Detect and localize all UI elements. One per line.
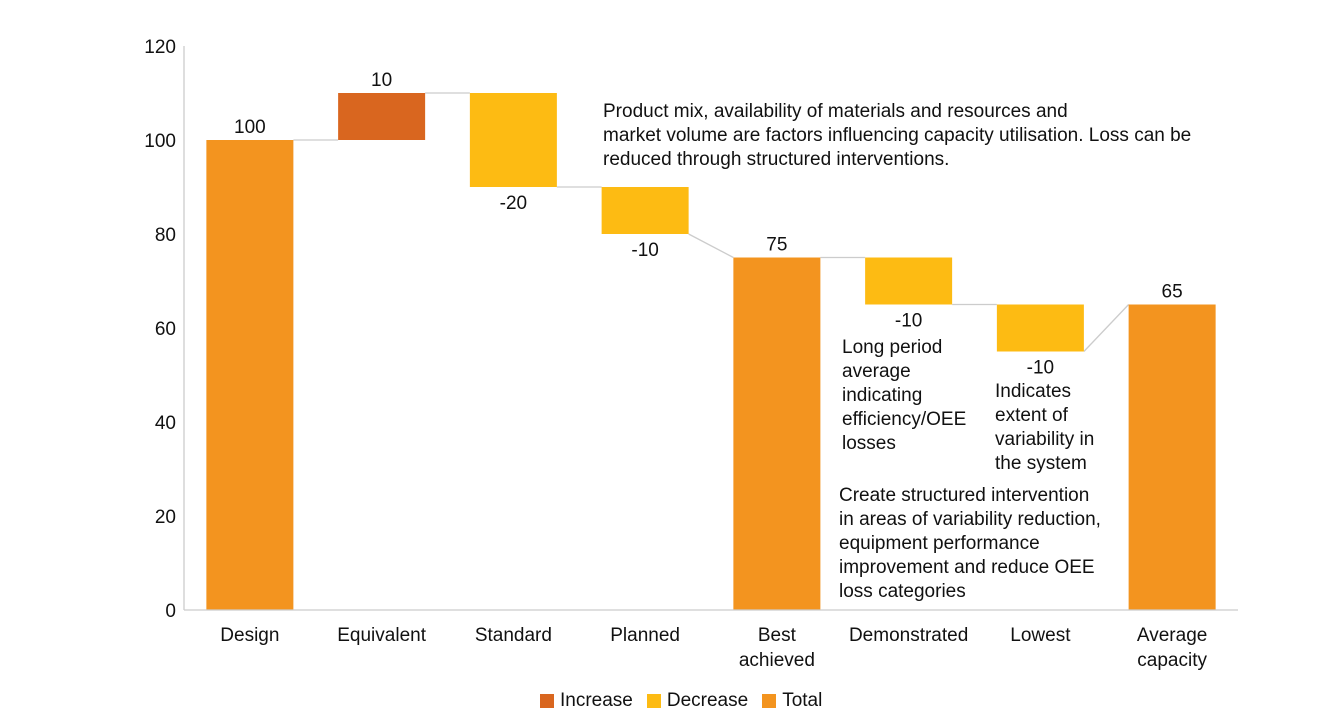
bar-decrease xyxy=(601,187,689,234)
bar-total xyxy=(206,140,294,610)
annotation-line: Product mix, availability of materials a… xyxy=(603,101,1068,122)
legend-item-decrease: Decrease xyxy=(646,690,749,712)
legend-label-decrease: Decrease xyxy=(666,690,749,711)
annotation-line: losses xyxy=(842,433,896,454)
value-label: 100 xyxy=(234,117,266,138)
y-tick-label: 60 xyxy=(155,319,176,340)
annotation-line: efficiency/OEE xyxy=(842,409,967,430)
value-label: -10 xyxy=(895,311,922,332)
x-category-label: Average xyxy=(1137,625,1207,646)
bar-total xyxy=(733,257,821,610)
bar-decrease xyxy=(469,93,557,187)
y-tick-label: 0 xyxy=(165,601,176,622)
annotation-line: Indicates xyxy=(995,381,1072,402)
x-category-label: capacity xyxy=(1137,650,1207,671)
y-tick-label: 40 xyxy=(155,413,176,434)
annotation-line: in areas of variability reduction, xyxy=(839,509,1101,530)
y-tick-label: 120 xyxy=(144,37,176,58)
chart-legend: Increase Decrease Total xyxy=(540,690,822,712)
bar-total xyxy=(1128,304,1216,610)
y-tick-label: 100 xyxy=(144,131,176,152)
y-tick-label: 80 xyxy=(155,225,176,246)
value-label: 10 xyxy=(371,70,392,91)
connector-line xyxy=(1083,304,1130,352)
annotation-line: reduced through structured interventions… xyxy=(603,149,950,170)
value-label: -20 xyxy=(500,193,527,214)
bar-decrease xyxy=(996,304,1084,352)
y-axis-ticks: 0 20 40 60 80 100 120 xyxy=(144,37,176,622)
annotation-line: variability in xyxy=(995,429,1095,450)
legend-swatch-total xyxy=(762,694,777,708)
x-category-label: Equivalent xyxy=(337,625,426,646)
legend-swatch-increase xyxy=(540,694,554,708)
annotation-line: loss categories xyxy=(839,581,966,602)
annotation-line: improvement and reduce OEE xyxy=(839,557,1095,578)
bar-increase xyxy=(338,93,426,140)
x-axis-labels: Design Equivalent Standard Planned Best achie… xyxy=(220,625,1207,671)
x-category-label: Lowest xyxy=(1010,625,1071,646)
value-labels: 100 10 -20 -10 75 -10 -10 65 xyxy=(234,70,1183,379)
legend-swatch-decrease xyxy=(646,694,661,708)
y-tick-label: 20 xyxy=(155,507,176,528)
annotation-mix-factors: Product mix, availability of materials a… xyxy=(603,100,1191,172)
annotation-line: extent of xyxy=(995,405,1068,426)
x-category-label: Standard xyxy=(475,625,552,646)
connector-line xyxy=(688,233,734,259)
annotation-intervention: Create structured intervention in areas … xyxy=(839,484,1101,604)
annotation-line: Long period xyxy=(842,337,943,358)
annotation-line: average xyxy=(842,361,911,382)
bars xyxy=(206,93,1216,610)
value-label: 75 xyxy=(766,235,787,256)
x-category-label: achieved xyxy=(739,650,815,671)
x-category-label: Planned xyxy=(610,625,680,646)
annotation-line: the system xyxy=(995,453,1087,474)
annotation-lowest: Indicates extent of variability in the s… xyxy=(995,380,1094,476)
annotation-line: Create structured intervention xyxy=(839,485,1090,506)
legend-label-increase: Increase xyxy=(560,690,633,711)
legend-item-increase: Increase xyxy=(540,690,633,712)
axes xyxy=(183,46,1238,611)
value-label: 65 xyxy=(1162,282,1183,303)
connector-lines xyxy=(293,92,1130,352)
x-category-label: Best xyxy=(758,625,797,646)
annotation-line: equipment performance xyxy=(839,533,1040,554)
annotation-line: indicating xyxy=(842,385,923,406)
value-label: -10 xyxy=(1027,358,1054,379)
x-category-label: Demonstrated xyxy=(849,625,968,646)
x-category-label: Design xyxy=(220,625,279,646)
legend-label-total: Total xyxy=(782,690,823,711)
bar-decrease xyxy=(865,257,953,305)
annotation-demonstrated: Long period average indicating efficienc… xyxy=(842,336,966,456)
annotation-line: market volume are factors influencing ca… xyxy=(603,125,1192,146)
legend-item-total: Total xyxy=(762,690,822,712)
value-label: -10 xyxy=(631,240,658,261)
